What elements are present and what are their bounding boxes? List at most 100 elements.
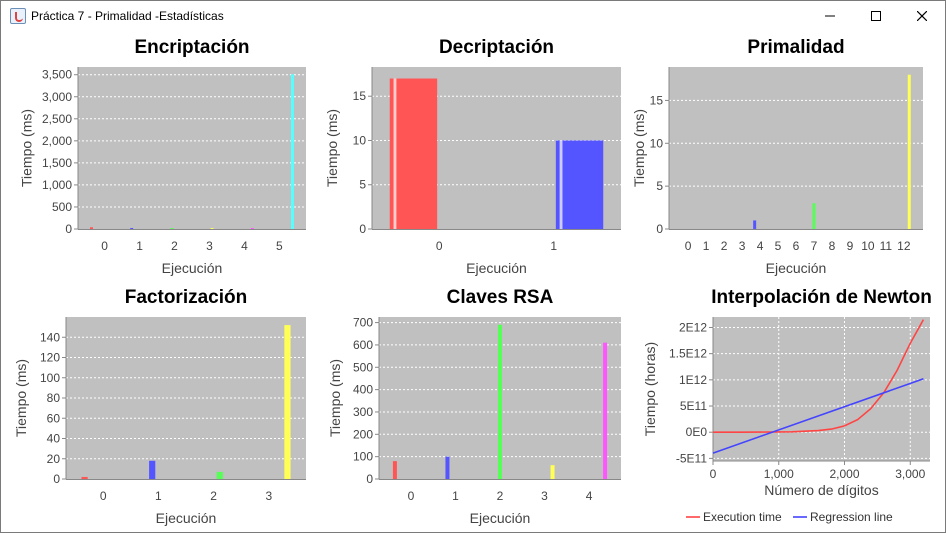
chart-encriptacion-svg: Encriptación 0 500 1,000 1,500 2,000 2,500 3,00… xyxy=(18,37,306,276)
y-tick-label: 120 xyxy=(40,351,60,365)
bar-highlight xyxy=(559,140,563,229)
x-axis-label: Ejecución xyxy=(766,260,827,276)
y-tick-label: 2,500 xyxy=(42,112,72,126)
y-tick-label: 100 xyxy=(40,371,60,385)
y-tick-label: 0 xyxy=(65,222,72,236)
x-tick-label: 1 xyxy=(703,239,710,253)
y-tick-label: 2E12 xyxy=(679,320,707,334)
maximize-button[interactable] xyxy=(853,1,899,31)
plot-area xyxy=(669,67,923,229)
x-tick-label: 9 xyxy=(847,239,854,253)
bar-2-s2 xyxy=(170,228,174,229)
y-tick-label: 60 xyxy=(47,411,61,425)
x-tick-label: 8 xyxy=(829,239,836,253)
y-tick-label: 15 xyxy=(650,93,664,107)
x-tick-label: 6 xyxy=(793,239,800,253)
x-tick-label: 5 xyxy=(775,239,782,253)
x-tick-label: 12 xyxy=(897,239,911,253)
y-tick-label: 1E12 xyxy=(679,373,707,387)
y-tick-label: 400 xyxy=(353,383,373,397)
x-tick-label: 1 xyxy=(136,239,143,253)
x-tick-label: 2 xyxy=(721,239,728,253)
plot-area xyxy=(713,317,930,461)
x-tick-label: 1 xyxy=(452,489,459,503)
x-tick-label: 2 xyxy=(210,489,217,503)
plot-area xyxy=(78,67,306,229)
chart-claves-svg: Claves RSA 0 100 200 300 400 500 600 700 0 1 2 3 4 Eje… xyxy=(327,287,621,526)
y-axis-label: Tiempo (horas) xyxy=(642,342,658,436)
x-tick-label: 0 xyxy=(101,239,108,253)
legend-label-1: Regression line xyxy=(810,510,893,524)
y-tick-label: 140 xyxy=(40,330,60,344)
y-tick-label: 5 xyxy=(656,179,663,193)
y-tick-label: 0 xyxy=(656,222,663,236)
bar-12-s2 xyxy=(907,74,911,229)
y-tick-label: 1,500 xyxy=(42,156,72,170)
x-tick-label: 0 xyxy=(408,489,415,503)
x-axis-label: Ejecución xyxy=(156,510,217,526)
y-tick-label: 0 xyxy=(359,222,366,236)
y-axis-label: Tiempo (ms) xyxy=(13,359,29,437)
title-bar[interactable]: Práctica 7 - Primalidad -Estadísticas xyxy=(1,1,945,31)
x-tick-label: 1,000 xyxy=(764,467,794,481)
y-tick-label: 1.5E12 xyxy=(669,347,707,361)
bar-0-s0 xyxy=(89,227,93,229)
x-tick-label: 10 xyxy=(861,239,875,253)
x-tick-label: 11 xyxy=(880,239,893,253)
java-app-icon xyxy=(10,8,26,24)
bar-4-s4 xyxy=(250,228,254,229)
x-tick-label: 4 xyxy=(586,489,593,503)
y-axis-label: Tiempo (ms) xyxy=(327,359,343,437)
x-tick-label: 2 xyxy=(497,489,504,503)
y-tick-label: 0 xyxy=(366,472,373,486)
x-tick-label: 2 xyxy=(171,239,178,253)
bar-1-s1 xyxy=(445,456,450,479)
y-tick-label: 300 xyxy=(353,405,373,419)
y-tick-label: 200 xyxy=(353,427,373,441)
chart-factorizacion: Factorización 0 20 40 60 80 100 120 140 0 1 2 3 Ejecu… xyxy=(1,281,316,531)
close-button[interactable] xyxy=(899,1,945,31)
chart-title: Interpolación de Newton xyxy=(711,287,932,308)
bar-5-s5 xyxy=(291,74,295,229)
x-tick-label: 3 xyxy=(206,239,213,253)
x-axis-label: Ejecución xyxy=(470,510,531,526)
close-icon xyxy=(917,11,927,21)
bar-highlight xyxy=(393,78,397,229)
y-tick-label: 700 xyxy=(353,316,373,330)
chart-claves: Claves RSA 0 100 200 300 400 500 600 700 0 1 2 3 4 Eje… xyxy=(316,281,631,531)
bar-2-s2 xyxy=(497,324,503,479)
y-tick-label: 15 xyxy=(353,89,367,103)
y-tick-label: 5 xyxy=(359,178,366,192)
x-tick-label: 3 xyxy=(739,239,746,253)
x-tick-label: 4 xyxy=(757,239,764,253)
x-tick-label: 1 xyxy=(550,239,557,253)
bar-3-s3 xyxy=(284,325,291,479)
y-axis-label: Tiempo (ms) xyxy=(18,109,34,187)
chart-newton: Interpolación de Newton -5E11 0E0 5E11 1E12 1… xyxy=(631,281,945,531)
y-tick-label: 100 xyxy=(353,450,373,464)
x-tick-label: 0 xyxy=(100,489,107,503)
chart-primalidad: Primalidad 0 5 10 15 0 1 2 3 4 5 6 7 8 9 10 11 12 Ejecució… xyxy=(631,31,945,281)
x-tick-label: 2,000 xyxy=(829,467,859,481)
chart-title: Primalidad xyxy=(747,37,844,58)
bar-3-s3 xyxy=(550,465,555,479)
x-tick-label: 4 xyxy=(241,239,248,253)
y-tick-label: 10 xyxy=(650,136,664,150)
maximize-icon xyxy=(871,11,881,21)
y-tick-label: 500 xyxy=(52,200,72,214)
minimize-button[interactable] xyxy=(807,1,853,31)
chart-title: Encriptación xyxy=(134,37,249,58)
chart-title: Decriptación xyxy=(439,37,554,58)
x-tick-label: 1 xyxy=(155,489,162,503)
chart-decriptacion-svg: Decriptación 0 5 10 15 0 1 Ejecución Tiempo (ms) xyxy=(324,37,621,276)
x-tick-label: 7 xyxy=(811,239,818,253)
chart-encriptacion: Encriptación 0 500 1,000 1,500 2,000 2,500 3,00… xyxy=(1,31,316,281)
chart-decriptacion: Decriptación 0 5 10 15 0 1 Ejecución Tiempo (ms) xyxy=(316,31,631,281)
bar-4-s0 xyxy=(753,220,757,229)
y-tick-label: 3,000 xyxy=(42,90,72,104)
bar-3-s3 xyxy=(210,228,214,229)
y-tick-label: 1,000 xyxy=(42,178,72,192)
series-line-1 xyxy=(712,378,924,454)
